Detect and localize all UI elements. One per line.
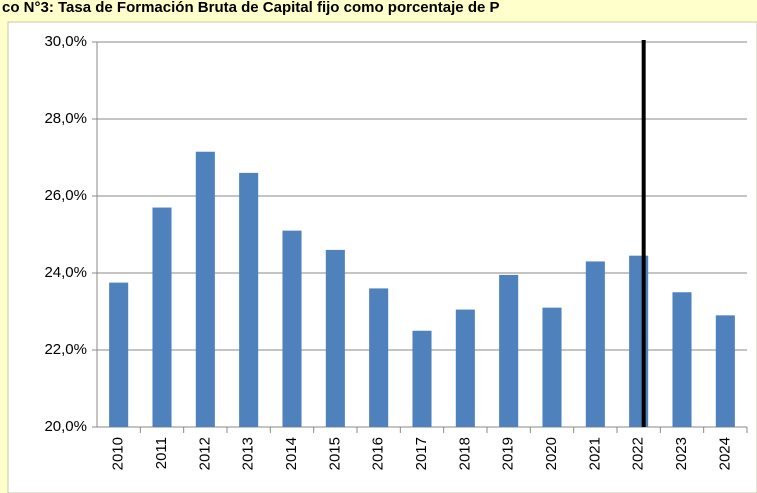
y-tick-label: 24,0% <box>44 264 87 281</box>
y-tick-label: 22,0% <box>44 341 87 358</box>
y-tick-label: 26,0% <box>44 187 87 204</box>
bar <box>325 249 345 427</box>
bar <box>282 230 302 427</box>
x-tick-label: 2010 <box>110 437 127 470</box>
x-tick-label: 2012 <box>196 437 213 470</box>
x-tick-label: 2019 <box>500 437 517 470</box>
bar <box>369 288 389 427</box>
bar <box>239 172 259 427</box>
x-tick-label: 2015 <box>326 437 343 470</box>
x-tick-label: 2024 <box>716 437 733 470</box>
bar <box>455 309 475 427</box>
bar <box>152 207 172 427</box>
x-tick-label: 2014 <box>283 437 300 470</box>
x-tick-label: 2020 <box>543 437 560 470</box>
x-tick-label: 2021 <box>586 437 603 470</box>
bar <box>195 151 215 427</box>
y-tick-label: 30,0% <box>44 33 87 50</box>
x-tick-label: 2011 <box>153 437 170 469</box>
x-tick-label: 2013 <box>240 437 257 470</box>
y-tick-label: 28,0% <box>44 110 87 127</box>
bar <box>585 261 605 427</box>
x-tick-label: 2017 <box>413 437 430 470</box>
y-tick-label: 20,0% <box>44 418 87 435</box>
x-tick-label: 2023 <box>673 437 690 470</box>
bar <box>412 330 432 427</box>
x-tick-label: 2016 <box>370 437 387 470</box>
bar <box>542 307 562 427</box>
x-tick-label: 2022 <box>630 437 647 470</box>
bar <box>672 292 692 427</box>
bar <box>715 315 735 427</box>
x-tick-label: 2018 <box>456 437 473 470</box>
chart-title: co N°3: Tasa de Formación Bruta de Capit… <box>2 0 500 16</box>
bar <box>109 282 129 427</box>
bar <box>499 274 519 427</box>
